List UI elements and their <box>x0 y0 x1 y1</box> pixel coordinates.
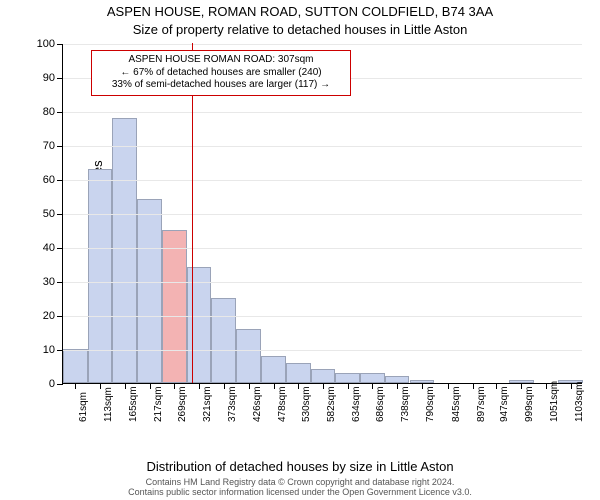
y-tick-label: 70 <box>27 140 55 152</box>
gridline <box>63 350 582 351</box>
y-tick-label: 20 <box>27 310 55 322</box>
annotation-line-1: ASPEN HOUSE ROMAN ROAD: 307sqm <box>97 54 345 67</box>
x-tick-label: 582sqm <box>326 386 337 422</box>
x-tick-label: 321sqm <box>202 386 213 422</box>
y-tick-label: 50 <box>27 208 55 220</box>
x-tick <box>298 383 299 389</box>
x-tick-label: 217sqm <box>153 386 164 422</box>
plot-area: 010203040506070809010061sqm113sqm165sqm2… <box>62 44 582 384</box>
y-tick-label: 80 <box>27 106 55 118</box>
y-tick-label: 10 <box>27 344 55 356</box>
chart-title: ASPEN HOUSE, ROMAN ROAD, SUTTON COLDFIEL… <box>0 4 600 19</box>
x-tick <box>174 383 175 389</box>
x-tick <box>75 383 76 389</box>
y-tick <box>57 282 63 283</box>
footer-line-2: Contains public sector information licen… <box>0 488 600 498</box>
x-tick <box>397 383 398 389</box>
x-tick <box>150 383 151 389</box>
histogram-bar <box>360 373 385 383</box>
x-tick <box>274 383 275 389</box>
y-tick-label: 60 <box>27 174 55 186</box>
annotation-box: ASPEN HOUSE ROMAN ROAD: 307sqm← 67% of d… <box>91 50 351 96</box>
chart-subtitle: Size of property relative to detached ho… <box>0 22 600 37</box>
histogram-bar <box>112 118 137 383</box>
gridline <box>63 44 582 45</box>
x-tick <box>521 383 522 389</box>
x-tick <box>448 383 449 389</box>
y-tick <box>57 214 63 215</box>
x-tick <box>199 383 200 389</box>
x-tick-label: 999sqm <box>524 386 535 422</box>
y-tick <box>57 350 63 351</box>
y-tick-label: 0 <box>27 378 55 390</box>
x-tick <box>473 383 474 389</box>
x-tick-label: 426sqm <box>252 386 263 422</box>
histogram-bar <box>211 298 236 383</box>
gridline <box>63 248 582 249</box>
chart-container: ASPEN HOUSE, ROMAN ROAD, SUTTON COLDFIEL… <box>0 0 600 500</box>
histogram-bar <box>137 199 162 383</box>
histogram-bar <box>311 369 336 383</box>
x-tick-label: 634sqm <box>351 386 362 422</box>
x-axis-label: Distribution of detached houses by size … <box>0 459 600 474</box>
histogram-bar <box>187 267 212 383</box>
y-tick-label: 40 <box>27 242 55 254</box>
x-tick-label: 947sqm <box>499 386 510 422</box>
gridline <box>63 282 582 283</box>
x-tick-label: 269sqm <box>177 386 188 422</box>
x-tick-label: 686sqm <box>375 386 386 422</box>
x-tick <box>125 383 126 389</box>
y-tick-label: 100 <box>27 38 55 50</box>
x-tick <box>323 383 324 389</box>
x-tick-label: 113sqm <box>103 387 114 422</box>
histogram-bar <box>261 356 286 383</box>
annotation-line-2: ← 67% of detached houses are smaller (24… <box>97 67 345 80</box>
x-tick-label: 1103sqm <box>574 382 585 422</box>
x-tick-label: 738sqm <box>400 386 411 422</box>
footer: Contains HM Land Registry data © Crown c… <box>0 478 600 498</box>
x-tick-label: 165sqm <box>128 386 139 422</box>
histogram-bar <box>63 349 88 383</box>
x-tick <box>372 383 373 389</box>
x-tick <box>249 383 250 389</box>
gridline <box>63 180 582 181</box>
x-tick <box>348 383 349 389</box>
x-tick <box>571 383 572 389</box>
x-tick-label: 790sqm <box>425 386 436 422</box>
x-tick <box>496 383 497 389</box>
x-tick <box>422 383 423 389</box>
x-tick-label: 373sqm <box>227 386 238 422</box>
gridline <box>63 112 582 113</box>
histogram-bar <box>236 329 261 383</box>
y-tick <box>57 146 63 147</box>
x-tick-label: 845sqm <box>451 386 462 422</box>
x-tick <box>224 383 225 389</box>
y-tick <box>57 384 63 385</box>
gridline <box>63 146 582 147</box>
histogram-bar <box>335 373 360 383</box>
histogram-bar <box>162 230 187 383</box>
x-tick <box>546 383 547 389</box>
x-tick-label: 478sqm <box>277 386 288 422</box>
y-tick-label: 90 <box>27 72 55 84</box>
y-tick <box>57 248 63 249</box>
y-tick <box>57 316 63 317</box>
x-tick-label: 897sqm <box>476 386 487 422</box>
histogram-bar <box>385 376 410 383</box>
x-tick-label: 61sqm <box>78 392 89 422</box>
gridline <box>63 316 582 317</box>
y-tick <box>57 44 63 45</box>
x-tick <box>100 383 101 389</box>
y-tick <box>57 180 63 181</box>
gridline <box>63 214 582 215</box>
y-tick <box>57 112 63 113</box>
x-tick-label: 1051sqm <box>549 381 560 422</box>
histogram-bar <box>286 363 311 383</box>
y-tick <box>57 78 63 79</box>
x-tick-label: 530sqm <box>301 386 312 422</box>
annotation-line-3: 33% of semi-detached houses are larger (… <box>97 79 345 92</box>
y-tick-label: 30 <box>27 276 55 288</box>
